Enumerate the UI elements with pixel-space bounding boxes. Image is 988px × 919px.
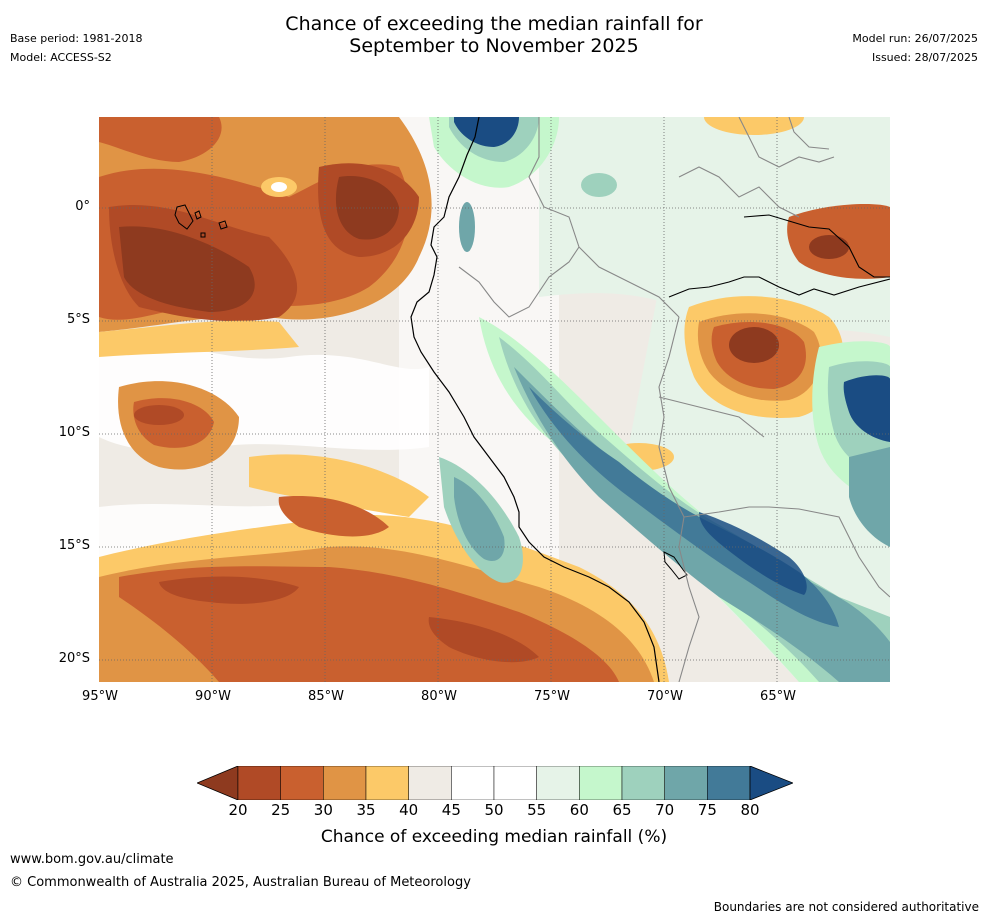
model-label: Model: ACCESS-S2 [10,51,112,64]
colorbar-tick-label: 80 [740,801,760,819]
colorbar-tick-label: 25 [271,801,291,819]
galapagos-islands [174,204,228,238]
model-run-label: Model run: 26/07/2025 [852,32,978,45]
lon-label-80w: 80°W [421,689,457,704]
colorbar-tick-label: 20 [228,801,248,819]
coastline [410,117,660,682]
colorbar-label: Chance of exceeding median rainfall (%) [320,827,668,847]
colorbar-segment [664,766,708,800]
colorbar-tick-label: 35 [356,801,376,819]
lake-titicaca [663,551,688,580]
colorbar-segment [536,766,580,800]
graticule [99,117,890,682]
colorbar-tick-label: 45 [441,801,461,819]
lon-label-95w: 95°W [82,689,118,704]
colorbar-tick-label: 70 [655,801,675,819]
lat-label-10s: 10°S [58,425,90,440]
colorbar-tick-label: 40 [399,801,419,819]
lon-label-75w: 75°W [534,689,570,704]
map-title: Chance of exceeding the median rainfall … [0,13,988,57]
lon-label-70w: 70°W [647,689,683,704]
colorbar-segment [493,766,537,800]
map-title-line2: September to November 2025 [349,35,639,57]
colorbar-segment [408,766,452,800]
colorbar-tick-label: 65 [612,801,632,819]
country-borders [458,117,890,682]
amazon-river [743,214,890,278]
colorbar-tick-label: 75 [697,801,717,819]
colorbar-segment [451,766,495,800]
lon-label-85w: 85°W [308,689,344,704]
colorbar-segment [707,766,751,800]
colorbar-segment [323,766,367,800]
colorbar-tick-label: 50 [484,801,504,819]
website-link[interactable]: www.bom.gov.au/climate [10,852,174,867]
copyright-text: © Commonwealth of Australia 2025, Austra… [10,875,471,890]
colorbar-extend-low [197,766,239,800]
colorbar-segment [365,766,409,800]
disclaimer-text: Boundaries are not considered authoritat… [713,900,979,914]
colorbar-segment [621,766,665,800]
lat-label-5s: 5°S [66,312,90,327]
issued-label: Issued: 28/07/2025 [871,51,978,64]
lat-label-0: 0° [75,199,90,214]
rainfall-probability-map [99,117,890,682]
lat-label-20s: 20°S [58,651,90,666]
colorbar-segment [237,766,281,800]
colorbar-segment [280,766,324,800]
map-svg [99,117,890,682]
base-period-label: Base period: 1981-2018 [10,32,143,45]
colorbar-tick-label: 30 [313,801,333,819]
lon-label-65w: 65°W [760,689,796,704]
map-title-line1: Chance of exceeding the median rainfall … [285,13,703,35]
lon-label-90w: 90°W [195,689,231,704]
colorbar [197,766,793,800]
colorbar-segment [579,766,623,800]
rainfall-contours [99,117,890,682]
lat-label-15s: 15°S [58,538,90,553]
colorbar-tick-label: 55 [527,801,547,819]
colorbar-tick-label: 60 [569,801,589,819]
colorbar-extend-high [749,766,793,800]
